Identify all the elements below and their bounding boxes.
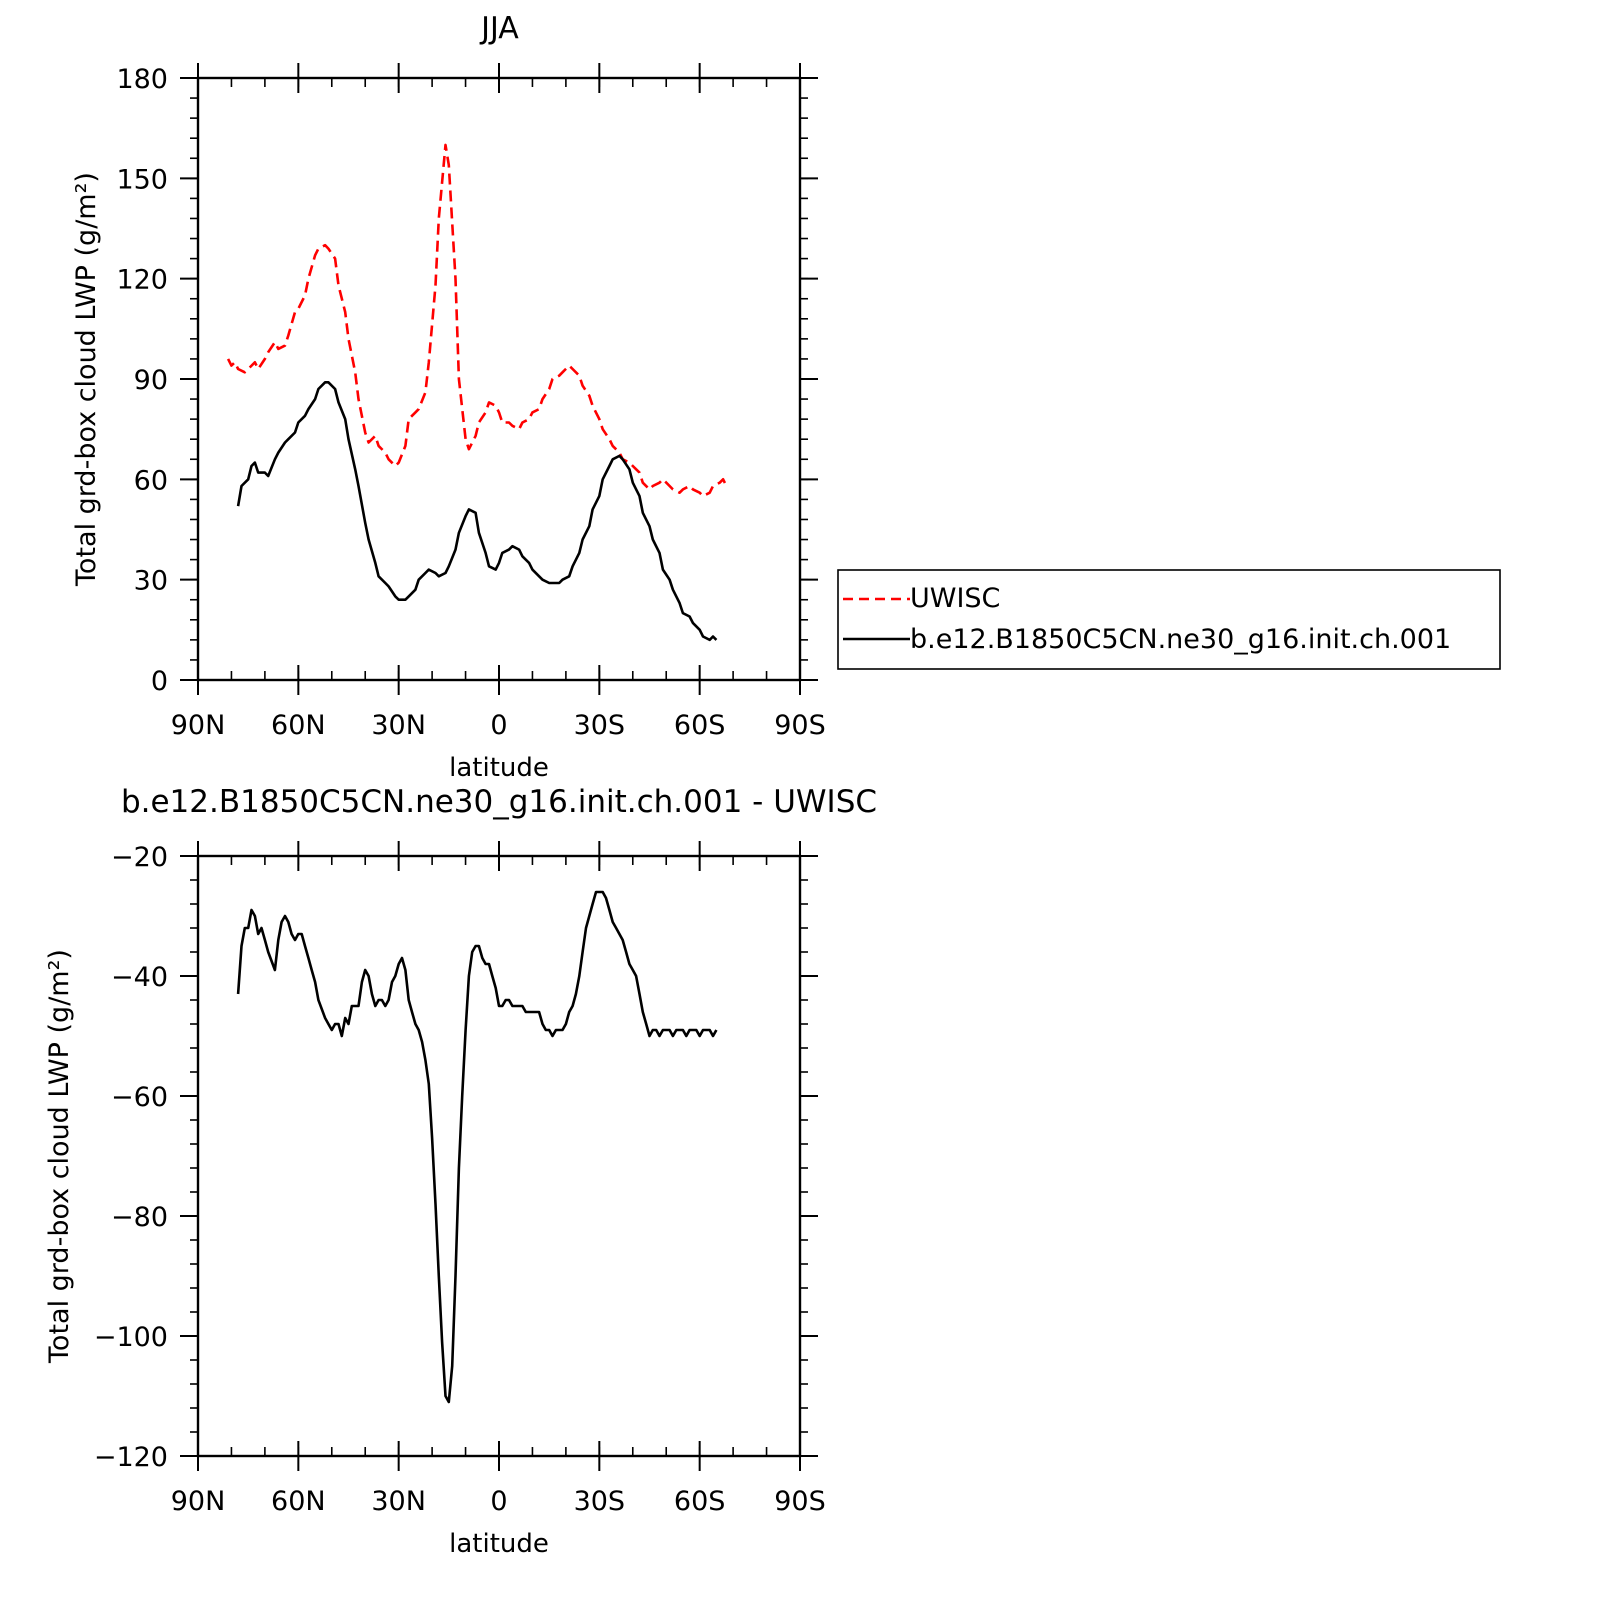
bottom-x-tick-label: 0 [490, 1486, 507, 1517]
bottom-panel-title: b.e12.B1850C5CN.ne30_g16.init.ch.001 - U… [121, 784, 877, 820]
top-series-line-1 [226, 143, 728, 498]
legend-label-model: b.e12.B1850C5CN.ne30_g16.init.ch.001 [910, 624, 1451, 655]
top-y-tick-label: 60 [134, 465, 168, 496]
top-y-tick-label: 90 [134, 365, 168, 396]
legend: UWISC b.e12.B1850C5CN.ne30_g16.init.ch.0… [837, 569, 1501, 670]
top-x-axis-label: latitude [449, 753, 549, 783]
bottom-x-tick-label: 60N [271, 1486, 326, 1517]
top-y-axis-label: Total grd-box cloud LWP (g/m²) [71, 172, 102, 587]
top-y-tick-label: 180 [116, 64, 168, 95]
bottom-x-tick-label: 90S [774, 1486, 826, 1517]
bottom-y-tick-label: −80 [111, 1202, 168, 1233]
bottom-plot-frame [196, 854, 802, 1458]
bottom-series-line-1 [236, 890, 718, 1404]
bottom-y-tick-label: −60 [111, 1082, 168, 1113]
top-x-tick-label: 60N [271, 710, 326, 741]
top-y-tick-label: 150 [116, 164, 168, 195]
bottom-panel: b.e12.B1850C5CN.ne30_g16.init.ch.001 - U… [44, 784, 877, 1559]
bottom-y-tick-label: −40 [111, 962, 168, 993]
legend-label-uwisc: UWISC [910, 583, 1000, 614]
top-y-tick-label: 30 [134, 566, 168, 597]
legend-box [837, 569, 1501, 670]
top-panel: JJA 90N 60N 30N 0 30S 60S 90S0306090120150180 … [71, 11, 826, 783]
bottom-y-tick-label: −120 [94, 1442, 168, 1473]
bottom-x-tick-label: 90N [171, 1486, 226, 1517]
bottom-x-tick-label: 60S [674, 1486, 726, 1517]
top-y-tick-label: 120 [116, 265, 168, 296]
top-x-tick-label: 30N [371, 710, 426, 741]
bottom-y-tick-label: −100 [94, 1322, 168, 1353]
top-y-tick-label: 0 [151, 666, 168, 697]
top-panel-title: JJA [479, 11, 519, 46]
top-x-tick-label: 30S [574, 710, 626, 741]
top-plot-frame [196, 76, 802, 682]
top-series-line-2 [236, 380, 718, 642]
top-x-tick-label: 60S [674, 710, 726, 741]
bottom-y-axis-label: Total grd-box cloud LWP (g/m²) [44, 949, 75, 1364]
bottom-x-tick-label: 30S [574, 1486, 626, 1517]
bottom-x-tick-label: 30N [371, 1486, 426, 1517]
top-x-tick-label: 90S [774, 710, 826, 741]
top-x-tick-label: 90N [171, 710, 226, 741]
top-x-tick-label: 0 [490, 710, 507, 741]
bottom-x-axis-label: latitude [449, 1529, 549, 1559]
bottom-y-tick-label: −20 [111, 842, 168, 873]
